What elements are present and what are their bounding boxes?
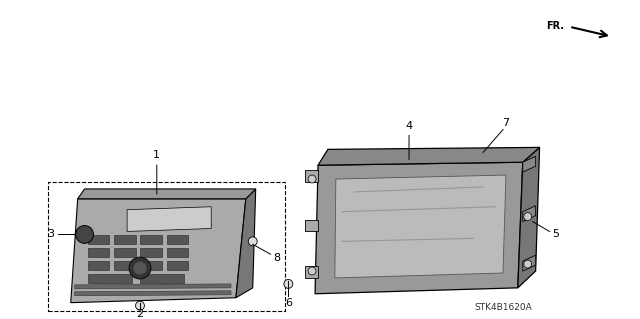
- Polygon shape: [75, 284, 231, 289]
- Polygon shape: [236, 189, 256, 298]
- Polygon shape: [115, 261, 136, 270]
- Polygon shape: [318, 147, 540, 165]
- Polygon shape: [166, 261, 188, 270]
- Text: 2: 2: [136, 308, 143, 319]
- Polygon shape: [523, 206, 536, 222]
- Circle shape: [76, 226, 93, 243]
- Text: 1: 1: [154, 150, 160, 160]
- Polygon shape: [523, 156, 536, 172]
- Text: FR.: FR.: [547, 21, 564, 31]
- Text: 6: 6: [285, 298, 292, 308]
- Polygon shape: [140, 235, 162, 244]
- Polygon shape: [140, 274, 184, 283]
- Circle shape: [136, 301, 145, 310]
- Polygon shape: [88, 235, 109, 244]
- Polygon shape: [88, 261, 109, 270]
- Polygon shape: [335, 175, 506, 278]
- Text: 7: 7: [502, 118, 509, 128]
- Polygon shape: [315, 162, 523, 294]
- Polygon shape: [127, 207, 211, 232]
- Polygon shape: [523, 255, 536, 271]
- Polygon shape: [305, 266, 318, 278]
- Text: 3: 3: [47, 229, 54, 240]
- Circle shape: [133, 261, 147, 275]
- Polygon shape: [88, 248, 109, 257]
- Circle shape: [308, 267, 316, 275]
- Polygon shape: [140, 261, 162, 270]
- Polygon shape: [75, 291, 231, 296]
- Polygon shape: [305, 219, 318, 232]
- Polygon shape: [115, 235, 136, 244]
- Polygon shape: [166, 248, 188, 257]
- Circle shape: [284, 279, 292, 288]
- Polygon shape: [115, 248, 136, 257]
- Circle shape: [129, 257, 151, 279]
- Circle shape: [248, 237, 257, 246]
- Polygon shape: [77, 189, 256, 199]
- Text: 8: 8: [273, 253, 280, 263]
- Text: 4: 4: [406, 121, 413, 130]
- Circle shape: [524, 260, 532, 268]
- Polygon shape: [518, 147, 540, 288]
- Polygon shape: [166, 235, 188, 244]
- Polygon shape: [71, 199, 246, 303]
- Polygon shape: [88, 274, 132, 283]
- Polygon shape: [140, 248, 162, 257]
- Text: 5: 5: [552, 229, 559, 240]
- Circle shape: [308, 175, 316, 183]
- Text: STK4B1620A: STK4B1620A: [474, 303, 532, 312]
- Circle shape: [524, 213, 532, 220]
- Polygon shape: [305, 170, 318, 182]
